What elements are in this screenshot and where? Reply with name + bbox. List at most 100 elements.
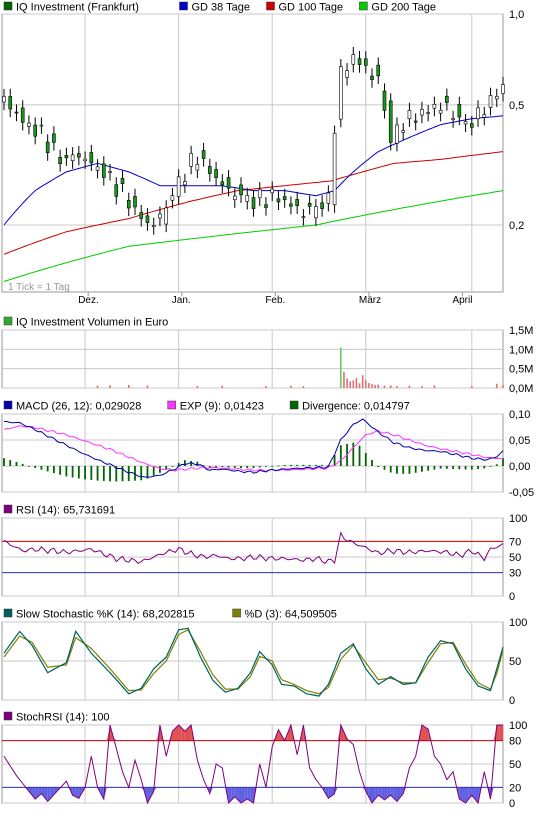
volume-bar bbox=[383, 385, 386, 388]
volume-bar bbox=[358, 383, 361, 388]
price-candle-body bbox=[326, 192, 331, 204]
price-candle-body bbox=[226, 177, 231, 189]
price-candle-body bbox=[301, 216, 306, 219]
stoch-d-line bbox=[3, 629, 504, 695]
macd-divergence-bar bbox=[9, 460, 12, 466]
price-legend-label: GD 38 Tage bbox=[192, 2, 251, 14]
macd-divergence-bar bbox=[159, 466, 161, 473]
volume-bar bbox=[146, 385, 149, 388]
price-candle-body bbox=[33, 124, 37, 137]
stochrsi-oversold-fill bbox=[47, 787, 51, 802]
volume-bar bbox=[302, 386, 305, 388]
price-candle-body bbox=[151, 225, 156, 227]
price-tick-note: 1 Tick = 1 Tag bbox=[8, 282, 70, 293]
macd-divergence-bar bbox=[383, 466, 386, 470]
price-candle-body bbox=[488, 95, 493, 108]
macd-divergence-bar bbox=[258, 466, 261, 468]
gd200-line bbox=[3, 190, 504, 282]
macd-divergence-bar bbox=[59, 466, 62, 475]
macd-divergence-bar bbox=[40, 466, 43, 470]
price-y-tick-label: 0,5 bbox=[509, 100, 524, 112]
macd-divergence-bar bbox=[402, 466, 405, 474]
macd-divergence-bar bbox=[115, 466, 118, 482]
stochrsi-oversold-fill bbox=[368, 787, 373, 803]
rsi-y-tick-label: 50 bbox=[509, 552, 521, 564]
stochrsi-oversold-fill bbox=[459, 787, 463, 802]
macd-divergence-bar bbox=[421, 466, 423, 472]
price-candle-body bbox=[351, 54, 356, 65]
price-candle-body bbox=[395, 124, 399, 144]
stochrsi-oversold-fill bbox=[244, 787, 248, 802]
macd-divergence-bar bbox=[221, 466, 224, 468]
price-candle-body bbox=[220, 181, 225, 186]
stochrsi-y-tick-label: 100 bbox=[509, 720, 527, 732]
macd-divergence-bar bbox=[439, 466, 442, 469]
price-candle-body bbox=[494, 96, 499, 100]
price-candle-body bbox=[382, 90, 387, 111]
price-candle-body bbox=[139, 212, 144, 219]
price-candle-body bbox=[70, 154, 75, 161]
price-candle-body bbox=[339, 66, 343, 120]
price-candle-body bbox=[64, 154, 69, 159]
macd-divergence-bar bbox=[3, 458, 5, 466]
price-candle-body bbox=[133, 196, 137, 208]
stochrsi-oversold-fill bbox=[237, 787, 242, 803]
macd-y-tick-label: 0,05 bbox=[509, 435, 530, 447]
volume-bar bbox=[421, 386, 423, 388]
price-candle-body bbox=[164, 207, 168, 225]
volume-bar bbox=[495, 383, 498, 388]
macd-divergence-bar bbox=[495, 464, 498, 466]
volume-y-tick-label: 0,5M bbox=[509, 364, 533, 376]
price-candle-body bbox=[295, 199, 299, 207]
macd-divergence-bar bbox=[90, 466, 93, 480]
stochrsi-oversold-fill bbox=[78, 787, 82, 799]
volume-bar bbox=[340, 347, 342, 388]
volume-bar bbox=[361, 375, 364, 388]
macd-divergence-bar bbox=[233, 466, 236, 468]
price-candle-body bbox=[345, 70, 349, 78]
price-candle-body bbox=[208, 166, 212, 174]
macd-divergence-bar bbox=[252, 466, 255, 469]
price-candle-body bbox=[145, 215, 150, 223]
price-candle-body bbox=[432, 104, 437, 109]
volume-bar bbox=[389, 385, 392, 388]
macd-divergence-bar bbox=[389, 466, 392, 473]
price-plot-frame bbox=[1, 13, 504, 293]
stoch-y-tick-label: 100 bbox=[509, 617, 527, 629]
price-candle-body bbox=[95, 166, 100, 171]
macd-divergence-bar bbox=[433, 466, 436, 470]
macd-legend-swatch bbox=[167, 400, 176, 410]
price-candle-body bbox=[176, 176, 181, 197]
volume-bar bbox=[221, 385, 224, 388]
volume-bar bbox=[364, 380, 367, 388]
price-candle-body bbox=[39, 124, 44, 127]
stochrsi-overbought-fill bbox=[278, 729, 282, 741]
price-candle-body bbox=[214, 169, 218, 178]
price-candle-body bbox=[189, 153, 193, 167]
price-candle-body bbox=[307, 202, 312, 207]
price-candle-body bbox=[451, 118, 455, 121]
macd-divergence-bar bbox=[445, 466, 448, 469]
macd-legend-swatch bbox=[3, 400, 13, 410]
stoch-y-tick-label: 50 bbox=[509, 656, 521, 668]
stochrsi-oversold-fill bbox=[53, 787, 58, 795]
macd-y-tick-label: 0,00 bbox=[509, 461, 530, 473]
macd-divergence-bar bbox=[396, 466, 398, 474]
volume-bar bbox=[109, 385, 111, 388]
macd-divergence-bar bbox=[46, 466, 49, 472]
macd-divergence-bar bbox=[290, 464, 292, 466]
price-candle-body bbox=[407, 110, 412, 120]
rsi-line bbox=[3, 531, 504, 565]
stochrsi-oversold-fill bbox=[372, 787, 376, 803]
price-candle-body bbox=[52, 133, 56, 143]
volume-bar bbox=[196, 386, 199, 388]
volume-bar bbox=[349, 381, 351, 388]
price-candle-body bbox=[251, 197, 256, 209]
price-candle-body bbox=[370, 75, 374, 80]
stochrsi-oversold-fill bbox=[465, 787, 469, 803]
price-candle-body bbox=[282, 196, 287, 201]
stochrsi-oversold-fill bbox=[234, 787, 238, 800]
stochrsi-legend-label: StochRSI (14): 100 bbox=[16, 712, 110, 724]
volume-bar bbox=[377, 384, 380, 388]
